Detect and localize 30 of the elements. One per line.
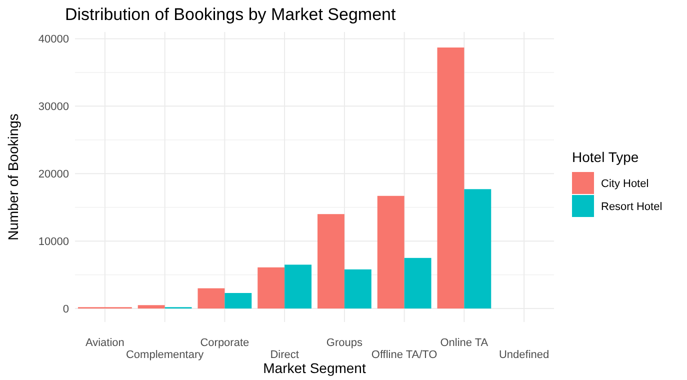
- x-tick-label: Online TA: [440, 337, 489, 349]
- bar: [344, 269, 372, 309]
- y-tick-label: 40000: [38, 34, 69, 46]
- bar: [437, 48, 464, 309]
- y-axis-title: Number of Bookings: [5, 114, 21, 240]
- bar: [284, 264, 312, 309]
- bar: [317, 214, 344, 309]
- x-tick-label: Complementary: [126, 349, 204, 361]
- chart-title: Distribution of Bookings by Market Segment: [65, 5, 396, 24]
- x-tick-label: Undefined: [498, 349, 550, 361]
- x-tick-label: Aviation: [85, 337, 124, 349]
- y-tick-label: 20000: [38, 168, 69, 180]
- bar: [258, 267, 285, 309]
- bar: [464, 189, 492, 309]
- y-tick-label: 30000: [38, 101, 69, 114]
- x-tick-label: Offline TA/TO: [371, 349, 438, 361]
- x-tick-label: Corporate: [200, 337, 250, 349]
- y-tick-label: 0: [62, 303, 69, 316]
- bar: [377, 196, 404, 309]
- y-tick-label: 10000: [38, 236, 69, 248]
- bar: [224, 293, 252, 309]
- legend-title: Hotel Type: [572, 149, 639, 165]
- x-axis-title: Market Segment: [263, 360, 366, 376]
- x-tick-label: Groups: [326, 337, 363, 349]
- legend-label: Resort Hotel: [601, 200, 662, 213]
- bar: [138, 305, 165, 309]
- bar: [404, 258, 432, 309]
- legend-label: City Hotel: [601, 178, 649, 190]
- x-tick-label: Direct: [270, 349, 299, 361]
- bar: [198, 288, 225, 309]
